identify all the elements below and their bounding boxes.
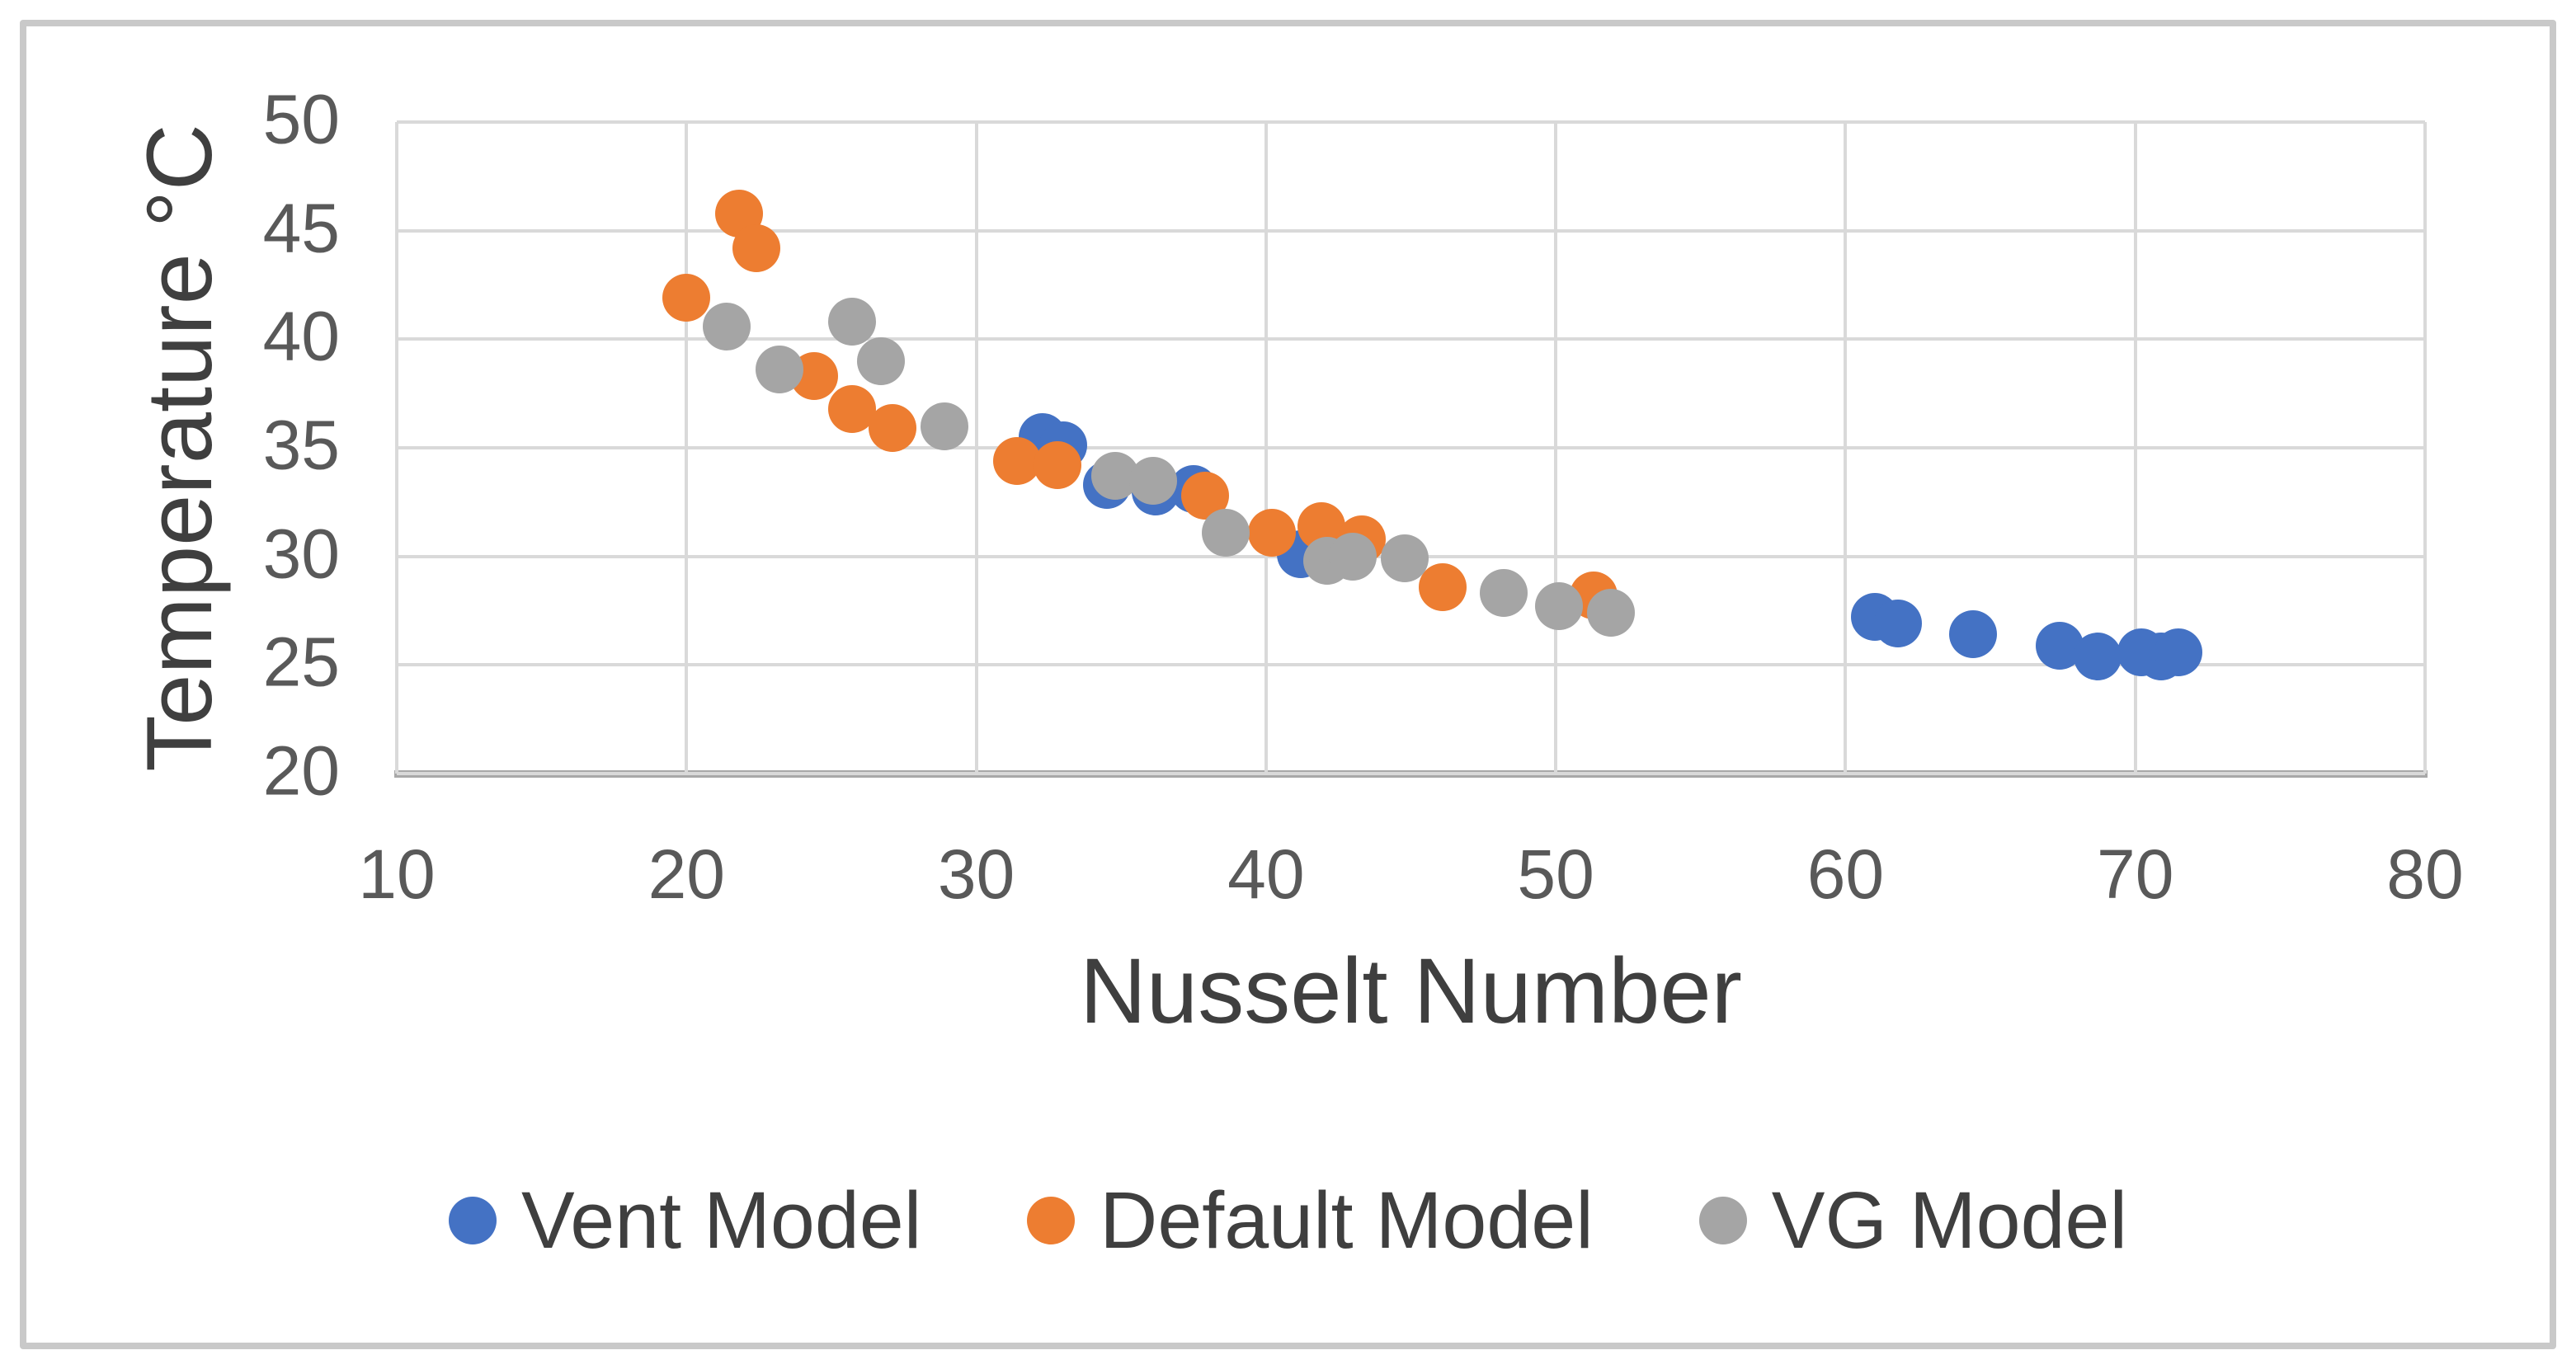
data-point-default-model xyxy=(1247,508,1296,557)
legend-marker-icon xyxy=(1027,1196,1076,1244)
data-point-vg-model xyxy=(1201,508,1250,557)
data-point-vg-model xyxy=(703,302,751,350)
data-point-vg-model xyxy=(1534,582,1583,631)
x-tick-label: 50 xyxy=(1517,835,1594,913)
data-point-vg-model xyxy=(1381,534,1429,583)
data-point-vent-model xyxy=(1873,600,1922,648)
x-tick-label: 70 xyxy=(2096,835,2174,913)
x-tick-label: 10 xyxy=(358,835,436,913)
x-axis-title: Nusselt Number xyxy=(1080,939,1742,1042)
data-point-default-model xyxy=(1033,441,1081,490)
gridline-horizontal xyxy=(397,228,2425,233)
y-tick-label: 30 xyxy=(262,515,340,593)
gridline-horizontal xyxy=(397,337,2425,341)
gridline-horizontal xyxy=(397,663,2425,667)
y-tick-label: 25 xyxy=(262,623,340,701)
y-tick-label: 35 xyxy=(262,406,340,484)
legend-marker-icon xyxy=(1698,1196,1747,1244)
x-tick-label: 30 xyxy=(937,835,1015,913)
data-point-vg-model xyxy=(827,298,876,346)
data-point-default-model xyxy=(732,223,780,272)
y-tick-label: 50 xyxy=(262,80,340,158)
data-point-vent-model xyxy=(1948,610,1997,659)
y-tick-label: 45 xyxy=(262,189,340,267)
legend-item-label: Default Model xyxy=(1100,1175,1594,1265)
gridline-horizontal xyxy=(397,772,2425,775)
data-point-vent-model xyxy=(2155,628,2203,676)
data-point-vg-model xyxy=(1329,532,1377,581)
legend-marker-icon xyxy=(448,1196,497,1244)
data-point-default-model xyxy=(662,274,711,322)
data-point-vg-model xyxy=(856,336,905,385)
x-tick-label: 60 xyxy=(1806,835,1885,913)
y-tick-label: 20 xyxy=(262,732,340,810)
y-tick-label: 40 xyxy=(262,297,340,375)
x-tick-label: 40 xyxy=(1227,835,1305,913)
gridline-horizontal xyxy=(397,120,2425,124)
legend-item-vg-model: VG Model xyxy=(1698,1174,2128,1267)
data-point-vent-model xyxy=(2074,632,2122,680)
data-point-vg-model xyxy=(920,402,968,450)
data-point-default-model xyxy=(992,436,1041,485)
plot-area xyxy=(394,120,2428,778)
x-tick-label: 80 xyxy=(2386,835,2464,913)
data-point-default-model xyxy=(1419,562,1467,611)
data-point-vg-model xyxy=(1128,456,1177,505)
data-point-vg-model xyxy=(755,346,803,394)
data-point-default-model xyxy=(868,404,916,453)
legend: Vent Model Default Model VG Model xyxy=(0,1174,2576,1267)
x-tick-label: 20 xyxy=(648,835,725,913)
data-point-vg-model xyxy=(1586,589,1635,637)
gridline-vertical xyxy=(2423,122,2427,774)
data-point-vg-model xyxy=(1479,569,1528,618)
data-point-default-model xyxy=(827,384,876,433)
gridline-horizontal xyxy=(397,446,2425,449)
chart-frame xyxy=(20,20,2556,1349)
legend-item-vent-model: Vent Model xyxy=(448,1174,922,1267)
legend-item-label: Vent Model xyxy=(520,1175,922,1265)
legend-item-label: VG Model xyxy=(1771,1175,2128,1265)
legend-item-default-model: Default Model xyxy=(1027,1174,1594,1267)
